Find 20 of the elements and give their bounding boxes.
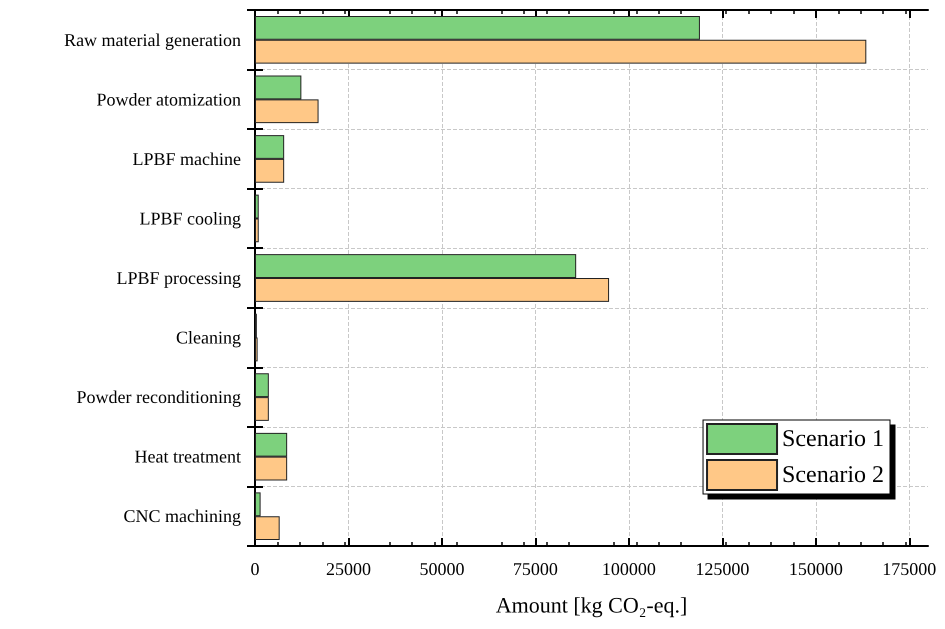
y-tick-label: LPBF cooling (139, 208, 241, 228)
y-tick-label: Raw material generation (64, 30, 241, 50)
y-tick-label: Powder atomization (96, 89, 241, 110)
legend-label: Scenario 2 (782, 462, 884, 488)
y-tick-label: LPBF machine (132, 148, 242, 169)
x-tick-label: 50000 (419, 559, 464, 579)
y-tick-label: Heat treatment (134, 446, 241, 467)
x-tick-label: 150000 (788, 559, 843, 579)
x-tick-label: 175000 (882, 559, 936, 579)
y-tick-label: Powder reconditioning (76, 387, 241, 408)
y-tick-label: LPBF processing (116, 268, 241, 288)
y-tick-label: CNC machining (124, 506, 241, 526)
y-tick-label: Cleaning (176, 328, 241, 348)
x-tick-label: 75000 (512, 559, 558, 579)
x-tick-label: 25000 (326, 559, 371, 579)
x-tick-label: 0 (250, 559, 260, 579)
x-tick-label: 100000 (602, 559, 656, 579)
x-axis-title: Amount [kg CO₂-eq.] (496, 592, 688, 618)
x-tick-label: 125000 (695, 559, 750, 579)
legend-label: Scenario 1 (782, 426, 884, 452)
